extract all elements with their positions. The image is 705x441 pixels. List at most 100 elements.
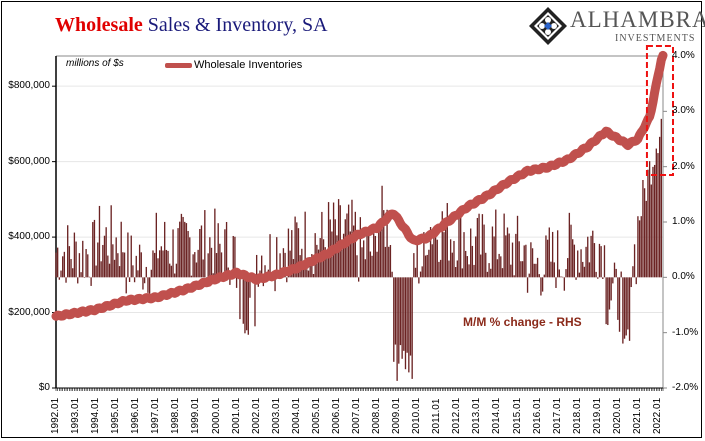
mm-change-bar xyxy=(374,235,377,278)
mm-change-bar xyxy=(366,233,368,278)
x-tick-label: 2006.01 xyxy=(330,397,342,434)
mm-change-bar xyxy=(326,257,328,278)
mm-change-bar xyxy=(232,235,234,278)
mm-change-bar xyxy=(490,268,492,278)
mm-change-bar xyxy=(453,240,455,278)
mm-change-bar xyxy=(289,250,291,278)
mm-change-bar xyxy=(551,231,554,278)
mm-change-bar xyxy=(245,277,248,331)
mm-change-bar xyxy=(511,242,514,278)
mm-change-bar xyxy=(150,269,152,278)
mm-change-bar xyxy=(297,228,300,278)
mm-change-bar xyxy=(603,245,606,278)
left-tick-label: $800,000 xyxy=(8,80,50,92)
mm-change-bar xyxy=(658,136,661,278)
mm-change-bar xyxy=(560,276,562,278)
mm-change-bar xyxy=(337,199,340,278)
mm-change-bar xyxy=(269,234,271,278)
mm-change-bar xyxy=(481,214,484,278)
mm-change-bar xyxy=(630,277,632,288)
mm-change-bar xyxy=(389,245,392,278)
logo-subtitle: INVESTMENTS xyxy=(615,33,696,44)
mm-change-bar xyxy=(363,240,365,278)
mm-change-bar xyxy=(324,247,326,278)
x-tick-label: 1992.01 xyxy=(50,397,61,434)
mm-change-bar xyxy=(120,221,122,278)
mm-change-bar xyxy=(650,184,652,278)
mm-change-bar xyxy=(249,277,251,298)
mm-change-bar xyxy=(446,203,448,278)
mm-change-bar xyxy=(138,244,141,278)
mm-change-bar xyxy=(97,242,99,278)
mm-change-bar xyxy=(180,213,183,278)
mm-change-bar xyxy=(618,277,621,332)
legend-label-inventories: Wholesale Inventories xyxy=(194,59,303,71)
mm-change-bar xyxy=(399,277,402,346)
title-highlight: Wholesale xyxy=(55,14,143,36)
right-tick-label: -1.0% xyxy=(672,326,699,338)
mm-change-bar xyxy=(112,244,114,278)
mm-change-bar xyxy=(513,275,515,278)
diamond-lattice-icon xyxy=(529,7,567,45)
mm-change-bar xyxy=(342,233,345,278)
x-tick-label: 1999.01 xyxy=(190,397,202,434)
legend-swatch-inventories xyxy=(165,62,192,68)
mm-change-bar xyxy=(408,277,410,373)
mm-change-bar xyxy=(419,271,422,278)
mm-change-bar xyxy=(296,222,298,278)
mm-change-bar xyxy=(264,265,266,278)
mm-change-bar xyxy=(531,248,534,278)
mm-change-bar xyxy=(516,215,519,278)
mm-change-bar xyxy=(652,166,654,278)
right-tick-label: 1.0% xyxy=(672,216,695,227)
mm-change-bar xyxy=(475,236,477,278)
mm-change-bar xyxy=(160,246,163,278)
mm-change-bar xyxy=(239,277,241,320)
mm-change-bar xyxy=(167,250,169,278)
mm-change-bar xyxy=(354,211,356,278)
mm-change-bar xyxy=(461,268,464,278)
mm-change-bar xyxy=(434,226,437,278)
x-tick-label: 2002.01 xyxy=(250,397,262,434)
mm-change-bar xyxy=(623,277,626,339)
x-tick-label: 2013.01 xyxy=(471,397,483,434)
mm-change-bar xyxy=(503,213,505,278)
mm-change-bar xyxy=(660,118,662,278)
mm-change-bar xyxy=(125,277,127,294)
mm-change-bar xyxy=(376,251,378,278)
mm-change-bar xyxy=(451,252,453,278)
mm-change-bar xyxy=(364,259,367,278)
mm-change-bar xyxy=(536,257,539,278)
mm-change-bar xyxy=(562,276,564,278)
mm-change-bar xyxy=(590,235,592,278)
mm-change-bar xyxy=(535,263,537,278)
mm-change-bar xyxy=(234,236,236,278)
mm-change-bar xyxy=(465,250,467,278)
mm-change-bar xyxy=(521,261,524,278)
right-tick-label: 0.0% xyxy=(672,271,695,283)
mm-change-bar xyxy=(575,277,577,280)
mm-change-bar xyxy=(135,255,137,278)
mm-change-bar xyxy=(369,251,372,278)
mm-change-bar xyxy=(217,223,219,278)
right-tick-label: 3.0% xyxy=(672,105,695,117)
right-tick-label: -2.0% xyxy=(672,382,699,393)
mm-change-bar xyxy=(170,265,173,278)
mm-change-bar xyxy=(169,263,171,278)
mm-change-bar xyxy=(546,239,549,278)
x-tick-label: 2010.01 xyxy=(411,397,423,434)
mm-change-bar xyxy=(235,277,238,288)
mm-change-bar xyxy=(613,262,616,278)
mm-change-bar xyxy=(403,277,405,351)
mm-change-bar xyxy=(530,242,532,278)
mm-change-bar xyxy=(113,259,116,278)
mm-change-bar xyxy=(78,253,81,278)
mm-change-bar xyxy=(73,232,76,278)
mm-change-bar xyxy=(588,262,591,278)
mm-change-bar xyxy=(185,223,188,278)
mm-change-bar xyxy=(423,232,425,278)
mm-change-bar xyxy=(68,246,71,278)
mm-change-bar xyxy=(567,258,569,278)
mm-change-bar xyxy=(558,269,560,278)
mm-change-bar xyxy=(538,274,540,278)
